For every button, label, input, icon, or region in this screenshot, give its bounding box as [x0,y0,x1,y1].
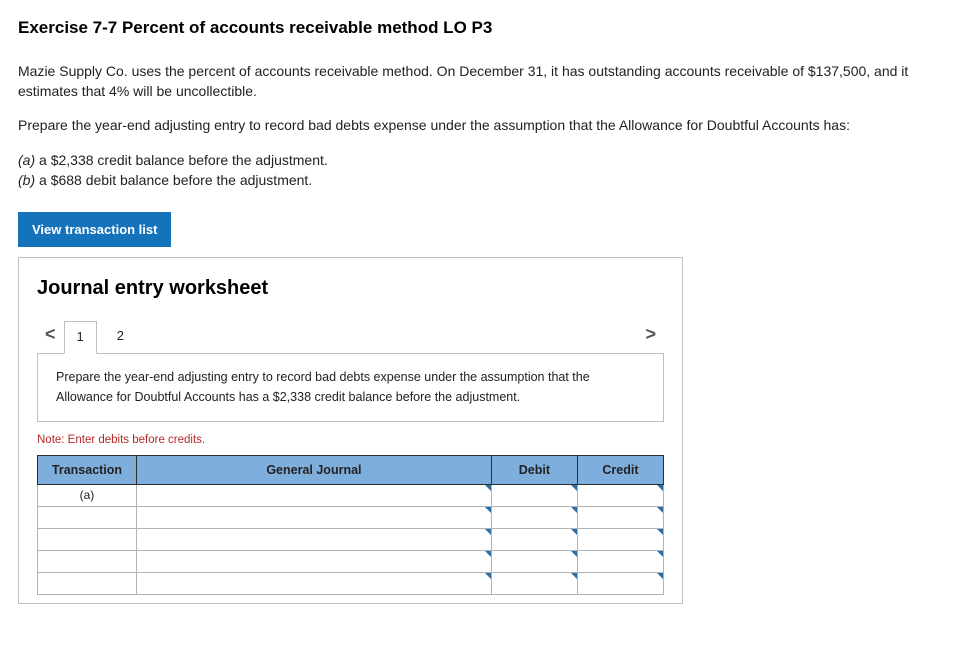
debit-cell[interactable] [491,529,577,551]
scenario-a: (a) a $2,338 credit balance before the a… [18,150,947,170]
col-debit: Debit [491,455,577,484]
exercise-intro: Mazie Supply Co. uses the percent of acc… [18,61,947,102]
exercise-title: Exercise 7-7 Percent of accounts receiva… [18,16,947,41]
chevron-left-icon[interactable]: < [41,317,64,353]
table-row [38,573,664,595]
table-row [38,529,664,551]
credit-cell[interactable] [577,573,663,595]
exercise-instruction: Prepare the year-end adjusting entry to … [18,115,947,135]
entry-prompt: Prepare the year-end adjusting entry to … [37,354,664,422]
debit-cell[interactable] [491,507,577,529]
credit-cell[interactable] [577,551,663,573]
col-general-journal: General Journal [136,455,491,484]
journal-worksheet: Journal entry worksheet < 1 2 > Prepare … [18,257,683,604]
credit-cell[interactable] [577,484,663,506]
transaction-cell [38,551,137,573]
journal-header-row: Transaction General Journal Debit Credit [38,455,664,484]
credit-cell[interactable] [577,529,663,551]
col-credit: Credit [577,455,663,484]
transaction-cell [38,507,137,529]
table-row: (a) [38,484,664,506]
view-transaction-list-button[interactable]: View transaction list [18,212,171,247]
chevron-right-icon[interactable]: > [637,317,660,353]
general-journal-cell[interactable] [136,484,491,506]
table-row [38,507,664,529]
col-transaction: Transaction [38,455,137,484]
debit-cell[interactable] [491,551,577,573]
scenario-a-label: (a) [18,152,35,168]
debits-before-credits-note: Note: Enter debits before credits. [37,432,664,449]
scenario-b-label: (b) [18,172,35,188]
debit-cell[interactable] [491,573,577,595]
general-journal-cell[interactable] [136,551,491,573]
general-journal-cell[interactable] [136,507,491,529]
transaction-cell [38,573,137,595]
transaction-cell [38,529,137,551]
tab-2[interactable]: 2 [105,321,136,353]
scenario-a-text: a $2,338 credit balance before the adjus… [35,152,328,168]
worksheet-title: Journal entry worksheet [37,274,664,303]
scenario-b-text: a $688 debit balance before the adjustme… [35,172,312,188]
scenario-b: (b) a $688 debit balance before the adju… [18,170,947,190]
journal-table: Transaction General Journal Debit Credit… [37,455,664,596]
tab-bar: < 1 2 > [37,317,664,354]
general-journal-cell[interactable] [136,529,491,551]
table-row [38,551,664,573]
scenario-list: (a) a $2,338 credit balance before the a… [18,150,947,191]
debit-cell[interactable] [491,484,577,506]
credit-cell[interactable] [577,507,663,529]
tab-1[interactable]: 1 [64,321,97,354]
transaction-cell: (a) [38,484,137,506]
general-journal-cell[interactable] [136,573,491,595]
